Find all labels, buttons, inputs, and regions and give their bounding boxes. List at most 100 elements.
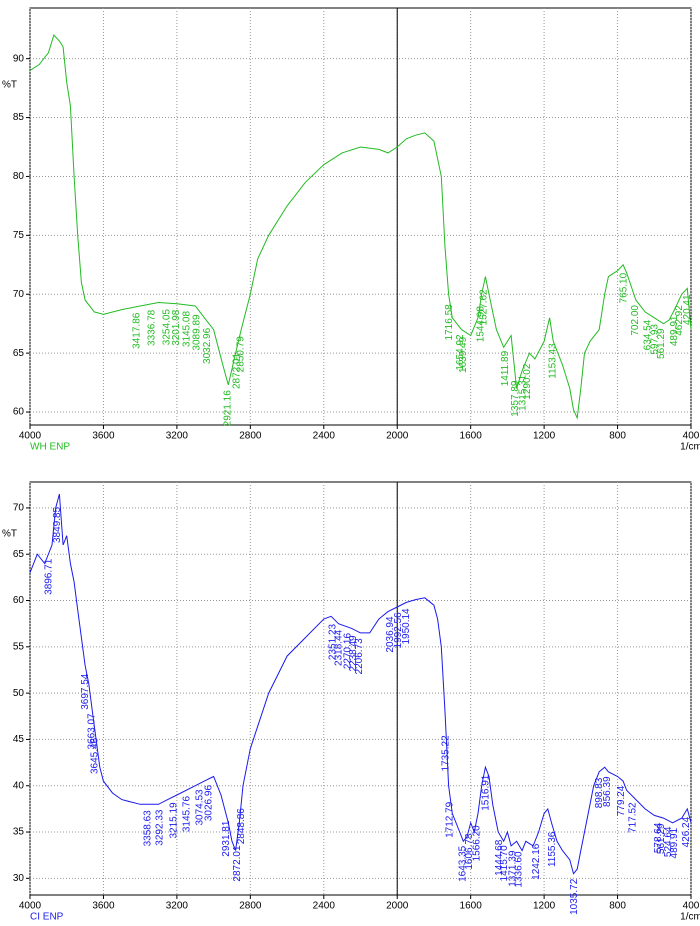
peak-label: 1712.79 [445, 801, 456, 838]
peak-label: 3849.85 [52, 506, 63, 543]
y-axis-label: %T [2, 529, 17, 540]
peak-label: 765.10 [619, 272, 630, 303]
y-tick-label: 85 [13, 112, 25, 123]
peak-label: 1950.14 [401, 608, 412, 645]
peak-label: 3896.71 [44, 558, 55, 595]
peak-label: 717.52 [627, 802, 638, 833]
x-tick-label: 2000 [386, 901, 409, 912]
peak-label: 2238.49 [348, 635, 359, 672]
x-tick-label: 3600 [92, 901, 115, 912]
peak-label: 2850.79 [236, 336, 247, 373]
x-tick-label: 1600 [460, 901, 483, 912]
peak-label: 1153.43 [547, 343, 558, 379]
y-axis-label: %T [2, 79, 17, 90]
peak-label: 420.41 [682, 294, 693, 325]
peak-label: 1516.91 [481, 774, 492, 811]
peak-label: 3254.05 [162, 309, 173, 346]
peak-label: 3663.07 [87, 713, 98, 750]
peak-label: 578.64 [653, 822, 664, 853]
peak-label: 561.29 [656, 328, 667, 359]
y-tick-label: 45 [13, 734, 25, 745]
peak-label: 426.24 [681, 816, 692, 847]
y-tick-label: 70 [13, 503, 25, 514]
spectrum-line [29, 34, 692, 420]
peak-label: 1371.39 [507, 850, 518, 887]
x-tick-label: 800 [609, 901, 626, 912]
x-tick-label: 1200 [533, 431, 556, 442]
x-tick-label: 4000 [19, 431, 42, 442]
peak-label: 779.24 [616, 785, 627, 816]
peak-label: 1155.36 [547, 831, 558, 867]
x-tick-label: 1200 [533, 901, 556, 912]
peak-label: 2270.16 [342, 633, 353, 670]
x-tick-label: 800 [609, 431, 626, 442]
peak-label: 634.54 [643, 319, 654, 350]
peak-label: 2351.23 [327, 623, 338, 660]
peak-label: 3145.76 [181, 796, 192, 833]
spectrum-line [29, 493, 692, 875]
peak-label: 524.64 [663, 826, 674, 857]
peak-label: 856.39 [602, 776, 613, 807]
legend-label: WH ENP [30, 442, 70, 453]
y-tick-label: 55 [13, 641, 25, 652]
peak-label: 2318.44 [333, 629, 344, 666]
peak-label: 898.83 [594, 777, 605, 808]
peak-label: 3358.63 [142, 810, 153, 847]
peak-label: 2206.73 [354, 638, 365, 675]
y-tick-label: 30 [13, 873, 25, 884]
peak-label: 702.00 [630, 305, 641, 336]
peak-label: 2872.01 [232, 845, 243, 882]
x-tick-label: 1600 [460, 431, 483, 442]
peak-label: 1444.68 [494, 839, 505, 876]
peak-label: 1606.78 [464, 833, 475, 870]
peak-label: 3215.19 [169, 802, 180, 839]
peak-label: 1992.56 [393, 612, 404, 649]
x-tick-label: 2400 [313, 431, 336, 442]
peak-label: 1654.92 [455, 334, 466, 371]
peak-label: 3292.33 [155, 809, 166, 846]
x-tick-label: 2000 [386, 431, 409, 442]
plot-frame [29, 481, 692, 896]
peak-label: 1716.58 [444, 304, 455, 341]
y-tick-label: 60 [13, 595, 25, 606]
x-tick-label: 2800 [239, 431, 262, 442]
peak-label: 1527.62 [479, 289, 490, 326]
peak-label: 1735.22 [440, 735, 451, 772]
x-tick-label: 3600 [92, 431, 115, 442]
x-tick-label: 400 [683, 431, 700, 442]
peak-label: 489.91 [669, 315, 680, 346]
x-tick-label: 2400 [313, 901, 336, 912]
peak-label: 1035.72 [569, 878, 580, 915]
peak-label: 3032.96 [202, 327, 213, 364]
y-tick-label: 65 [13, 348, 25, 359]
peak-label: 462.92 [674, 305, 685, 336]
peak-label: 3336.78 [146, 309, 157, 346]
peak-label: 1315.31 [518, 374, 529, 411]
x-tick-label: 4000 [19, 901, 42, 912]
x-tick-label: 3200 [166, 901, 189, 912]
peak-label: 2872.01 [232, 352, 243, 389]
peak-label: 2848.86 [236, 808, 247, 845]
peak-label: 3089.89 [192, 314, 203, 351]
y-tick-label: 90 [13, 53, 25, 64]
peak-label: 1411.89 [500, 350, 511, 386]
y-tick-label: 70 [13, 289, 25, 300]
x-axis-label: 1/cm [680, 442, 700, 453]
peak-label: 597.93 [649, 324, 660, 355]
legend-label: CI ENP [30, 912, 64, 921]
peak-label: 3145.08 [182, 311, 193, 348]
peak-label: 1639.49 [458, 336, 469, 373]
plot-frame [29, 7, 692, 426]
peak-label: 1242.16 [531, 843, 542, 880]
peak-label: 1415.70 [499, 845, 510, 882]
peak-label: 3417.86 [132, 312, 143, 349]
peak-label: 2931.81 [221, 820, 232, 857]
peak-label: 3074.53 [195, 789, 206, 826]
peak-label: 1643.35 [457, 845, 468, 882]
peak-label: 3201.98 [171, 309, 182, 346]
peak-label: 3645.46 [90, 737, 101, 774]
peak-label: 3697.54 [80, 673, 91, 710]
peak-label: 2036.94 [385, 616, 396, 653]
